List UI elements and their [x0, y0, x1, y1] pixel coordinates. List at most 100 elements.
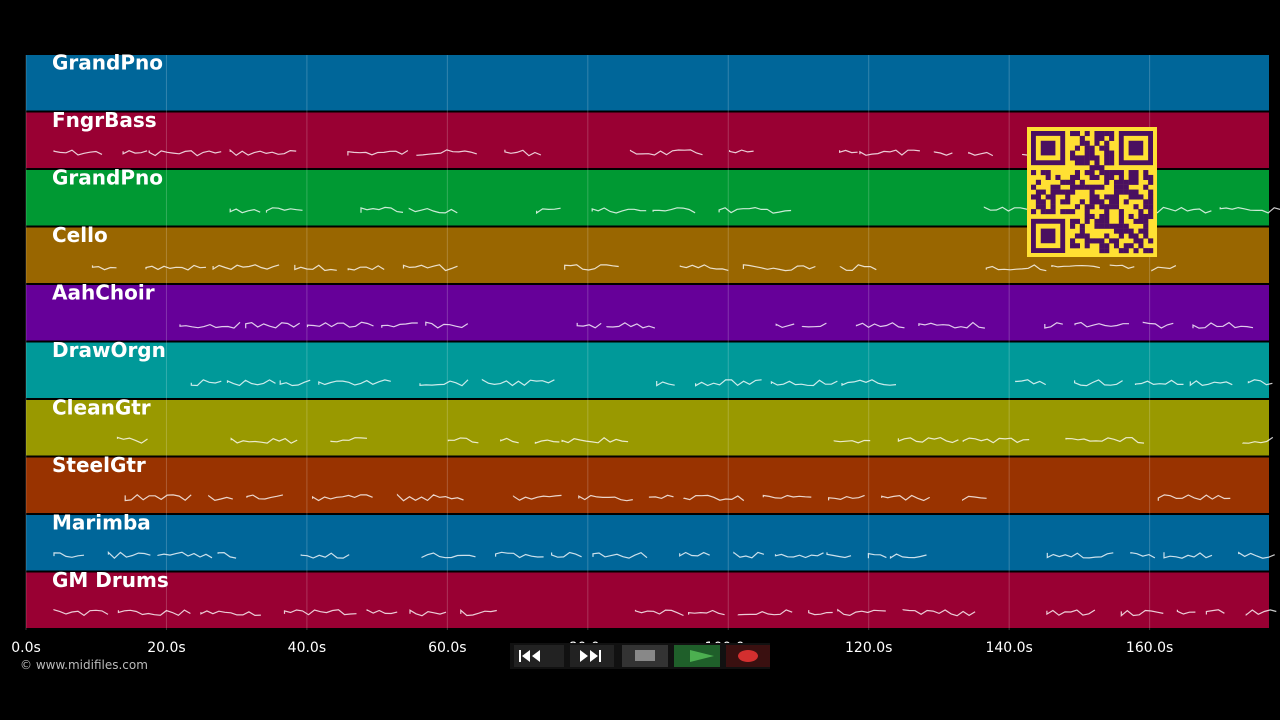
qr-module [1094, 155, 1100, 161]
qr-module [1045, 194, 1051, 200]
qr-module [1040, 204, 1046, 210]
qr-module [1065, 194, 1071, 200]
stop-button[interactable] [622, 645, 668, 667]
qr-module [1138, 218, 1144, 224]
qr-module [1099, 243, 1105, 249]
qr-module [1148, 209, 1154, 215]
qr-module [1089, 145, 1095, 151]
qr-module [1070, 209, 1076, 215]
qr-module [1084, 184, 1090, 190]
qr-module [1128, 174, 1134, 180]
note-trace [53, 550, 1275, 560]
note-trace [116, 436, 1274, 444]
record-button[interactable] [726, 645, 770, 667]
qr-module [1128, 213, 1134, 220]
qr-module [1035, 204, 1041, 210]
qr-module [1089, 238, 1095, 244]
qr-module [1133, 174, 1139, 180]
qr-module [1148, 199, 1154, 205]
qr-module [1074, 160, 1080, 166]
qr-module [1128, 189, 1134, 195]
qr-module [1074, 145, 1080, 151]
qr-module [1065, 209, 1071, 215]
track-name: GrandPno [52, 51, 163, 75]
qr-module [1031, 194, 1037, 200]
qr-module [1031, 184, 1037, 190]
qr-module [1123, 223, 1129, 229]
qr-module [1094, 199, 1100, 205]
qr-module [1074, 233, 1080, 239]
track-name: GrandPno [52, 166, 163, 190]
qr-module [1094, 223, 1100, 229]
qr-module [1104, 155, 1110, 161]
qr-module [1070, 243, 1076, 249]
qr-module [1148, 179, 1154, 185]
qr-module [1123, 189, 1129, 195]
qr-module [1070, 223, 1076, 229]
qr-module [1104, 179, 1110, 185]
note-trace [53, 608, 1277, 617]
qr-module [1113, 204, 1120, 210]
qr-module [1045, 174, 1051, 180]
qr-module [1143, 233, 1149, 239]
note-trace [190, 378, 1273, 387]
qr-module [1148, 204, 1154, 210]
qr-module [1084, 209, 1090, 215]
qr-module [1070, 238, 1076, 244]
qr-module [1074, 131, 1080, 137]
qr-module [1099, 223, 1105, 229]
qr-module [1113, 223, 1120, 229]
track-name: Marimba [52, 511, 151, 535]
qr-module [1055, 189, 1061, 195]
forward-button[interactable] [570, 645, 614, 667]
labels: GrandPno FngrBass GrandPno Cello AahChoir Dra… [11, 51, 1173, 657]
qr-module [1113, 238, 1120, 244]
qr-module [1104, 170, 1110, 176]
play-button[interactable] [674, 645, 720, 667]
qr-module [1099, 204, 1105, 210]
qr-module [1070, 150, 1076, 156]
qr-module [1099, 170, 1105, 176]
qr-module [1055, 184, 1061, 190]
track-name: Cello [52, 223, 108, 247]
rewind-button[interactable] [514, 645, 564, 667]
qr-module [1143, 223, 1149, 229]
qr-module [1143, 248, 1149, 254]
qr-module [1035, 194, 1041, 200]
qr-module [1113, 199, 1120, 205]
qr-module [1113, 189, 1120, 195]
qr-finder [1040, 140, 1056, 156]
qr-module [1079, 179, 1085, 185]
qr-module [1104, 209, 1110, 215]
qr-module [1113, 179, 1120, 185]
qr-module [1138, 243, 1144, 249]
qr-module [1138, 209, 1144, 215]
qr-module [1128, 233, 1134, 239]
track-lane [26, 342, 1269, 398]
qr-module [1148, 248, 1154, 254]
qr-module [1148, 194, 1154, 200]
qr-module [1148, 238, 1154, 244]
qr-module [1104, 223, 1110, 229]
qr-module [1050, 189, 1056, 195]
qr-module [1094, 160, 1100, 166]
qr-module [1104, 174, 1110, 180]
qr-module [1099, 238, 1105, 244]
qr-module [1099, 199, 1105, 205]
qr-module [1079, 140, 1085, 146]
qr-module [1084, 218, 1090, 224]
qr-module [1084, 131, 1090, 137]
track-lane [26, 572, 1269, 628]
qr-module [1084, 155, 1090, 161]
track-lane [26, 515, 1269, 571]
qr-module [1084, 150, 1090, 156]
qr-module [1079, 160, 1085, 166]
x-tick-label: 120.0s [845, 640, 892, 656]
qr-module [1133, 233, 1139, 239]
qr-module [1040, 170, 1046, 176]
qr-module [1084, 160, 1090, 166]
controls [510, 643, 770, 669]
qr-module [1113, 228, 1120, 234]
qr-module [1113, 243, 1120, 249]
